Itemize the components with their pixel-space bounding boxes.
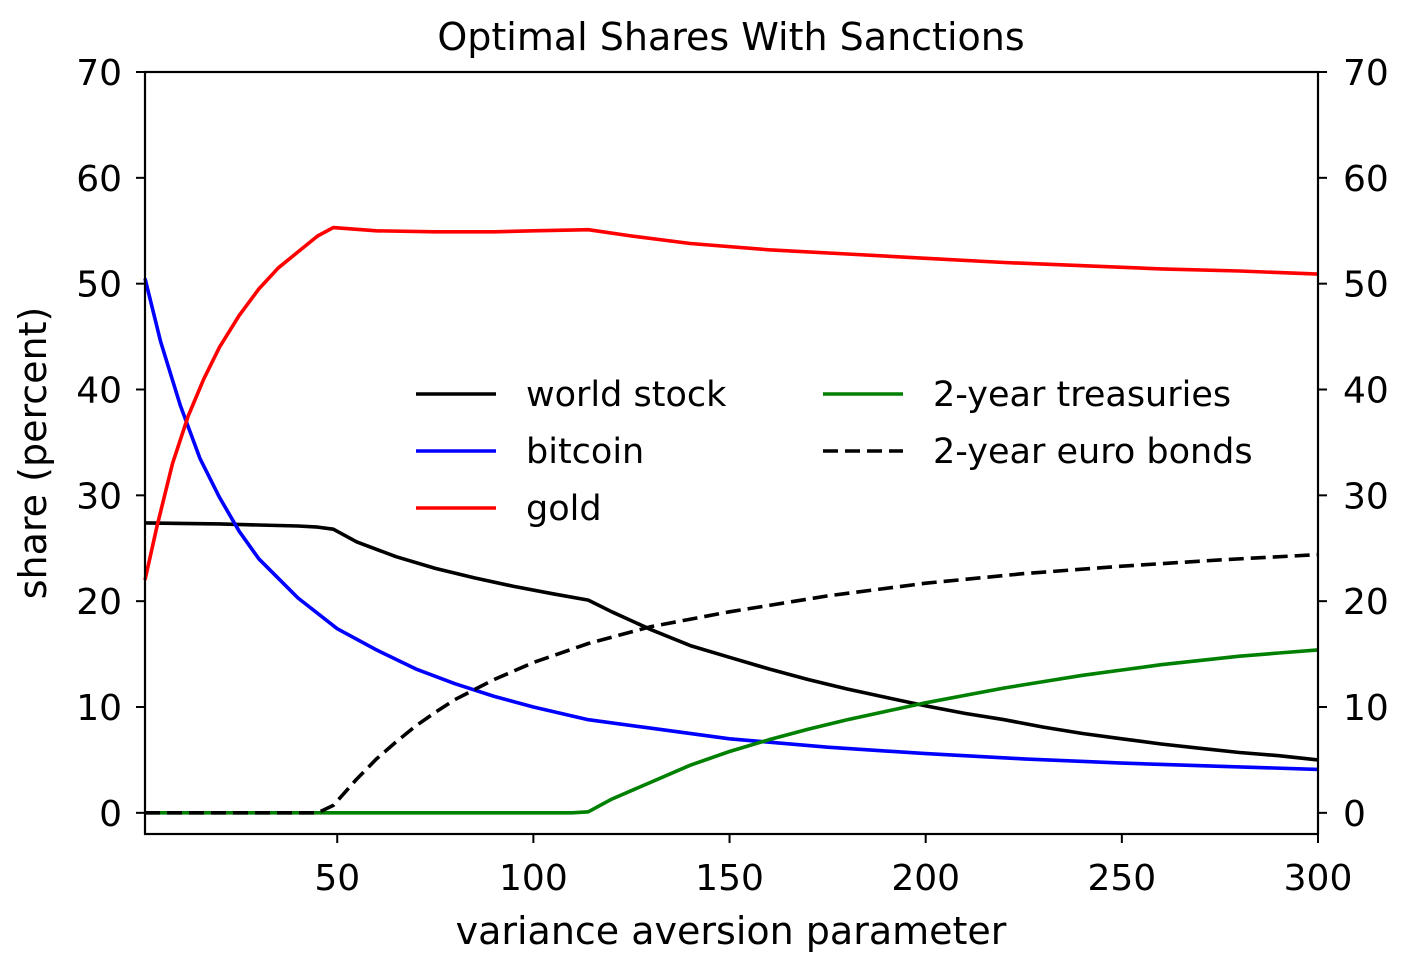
series-line-world-stock [144, 521, 1319, 762]
series-line-2-year-treasuries [145, 648, 1319, 815]
legend-label: 2-year treasuries [933, 375, 1231, 415]
y-tick-label-left: 30 [76, 476, 122, 517]
y-tick-label-left: 0 [99, 794, 122, 835]
x-axis-label: variance aversion parameter [456, 909, 1007, 953]
plot-frame [143, 70, 1320, 836]
y-tick-label-right: 50 [1343, 265, 1389, 306]
y-tick-label-right: 0 [1343, 794, 1366, 835]
x-tick-label: 300 [1284, 858, 1353, 899]
series-line-2-year-euro-bonds [145, 552, 1319, 815]
y-axis-right: 0 10 20 30 40 50 60 70 [1318, 53, 1389, 835]
y-axis-label: share (percent) [11, 307, 55, 600]
legend-label: 2-year euro bonds [933, 432, 1253, 472]
series-layer [143, 225, 1319, 815]
y-tick-label-left: 70 [76, 53, 122, 94]
legend-label: gold [526, 489, 602, 529]
x-tick-label: 50 [314, 858, 360, 899]
legend-item-bitcoin: bitcoin [416, 432, 644, 472]
y-tick-label-left: 50 [76, 265, 122, 306]
legend-label: bitcoin [526, 432, 644, 472]
series-line-bitcoin [143, 277, 1319, 772]
y-tick-label-right: 60 [1343, 159, 1389, 200]
y-tick-label-left: 20 [76, 582, 122, 623]
y-tick-label-right: 70 [1343, 53, 1389, 94]
plot-area [143, 70, 1320, 836]
legend-item-2-year-treasuries: 2-year treasuries [823, 375, 1231, 415]
y-tick-label-right: 40 [1343, 371, 1389, 412]
legend-label: world stock [526, 375, 727, 415]
y-axis-left: 0 10 20 30 40 50 60 70 [76, 53, 145, 835]
y-tick-label-left: 40 [76, 371, 122, 412]
y-tick-label-right: 10 [1343, 688, 1389, 729]
series-line-gold [143, 225, 1319, 581]
legend-item-world-stock: world stock [416, 375, 727, 415]
legend-item-2-year-euro-bonds: 2-year euro bonds [823, 432, 1253, 472]
y-tick-label-right: 30 [1343, 476, 1389, 517]
x-tick-label: 150 [695, 858, 764, 899]
y-tick-label-left: 60 [76, 159, 122, 200]
x-tick-label: 100 [499, 858, 568, 899]
y-tick-label-left: 10 [76, 688, 122, 729]
legend: world stock bitcoin gold 2-year treasuries 2… [416, 375, 1253, 529]
x-tick-label: 250 [1087, 858, 1156, 899]
y-tick-label-right: 20 [1343, 582, 1389, 623]
legend-item-gold: gold [416, 489, 602, 529]
x-tick-label: 200 [891, 858, 960, 899]
x-axis: 50 100 150 200 250 300 [314, 834, 1352, 899]
chart-title: Optimal Shares With Sanctions [437, 15, 1024, 59]
